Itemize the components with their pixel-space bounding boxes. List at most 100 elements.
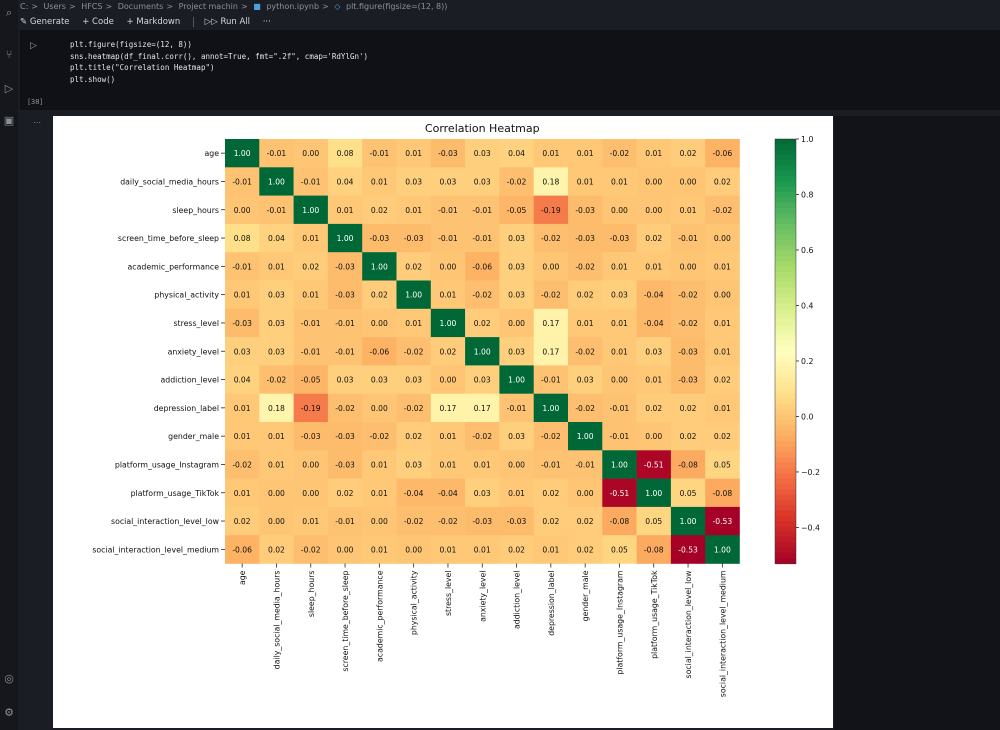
more-actions-button[interactable]: ··· [262,17,271,27]
heatmap-cell [533,223,569,253]
heatmap-cell [430,223,466,253]
colorbar-tick-label: 1.0 [801,135,813,144]
breadcrumb-item[interactable]: python.ipynb [266,2,320,11]
heatmap-cell [499,478,534,508]
breadcrumb-item[interactable]: Documents [117,2,164,11]
heatmap-cell [499,195,534,225]
cell-annotation: 0.03 [405,460,422,469]
cell-annotation: 0.03 [508,234,525,243]
cell-annotation: -0.01 [335,347,355,356]
colorbar-segment [775,351,796,358]
breadcrumb-item[interactable]: HFCS [81,2,103,11]
heatmap-cell [636,422,672,451]
run-cell-icon[interactable]: ▷ [30,41,37,51]
colorbar-segment [775,192,796,198]
cell-annotation: -0.01 [335,319,355,328]
extensions-icon[interactable]: ▣ [3,114,15,127]
cell-annotation: 0.05 [611,545,628,554]
cell-annotation: 0.17 [542,319,559,328]
heatmap-cell [362,167,397,196]
cell-annotation: -0.08 [644,545,664,554]
add-code-button[interactable]: + Code [82,17,114,27]
heatmap-cell [670,393,706,423]
colorbar-segment [775,276,796,283]
output-menu-icon[interactable]: ⋯ [33,118,41,127]
breadcrumb-item[interactable]: Project machin [178,2,238,11]
heatmap-cell [259,195,294,225]
cell-annotation: -0.03 [678,347,698,356]
cell-annotation: 0.03 [268,319,285,328]
cell-annotation: 0.03 [577,376,594,385]
breadcrumb-item[interactable]: plt.figure(figsize=(12, 8)) [346,2,448,11]
cell-annotation: 0.01 [714,319,731,328]
cell-annotation: 1.00 [405,291,422,300]
cell-annotation: -0.03 [472,517,492,526]
breadcrumb: C: > Users > HFCS > Documents > Project mach… [20,2,448,11]
breadcrumb-item[interactable]: Users [43,2,66,11]
sparkle-icon: ✎ [20,17,30,27]
colorbar-segment [775,197,796,204]
search-icon[interactable]: ⌕ [5,6,13,19]
heatmap-cell [533,450,569,479]
heatmap-cell [259,535,294,564]
colorbar-segment [775,425,796,432]
cell-annotation: -0.02 [404,517,424,526]
heatmap-cell [670,280,706,310]
y-tick-label: addiction_level [160,376,219,385]
output-background [834,116,1000,730]
heatmap-cell [225,450,260,479]
cell-annotation: 0.02 [645,404,662,413]
cell-annotation: 0.02 [680,404,697,413]
cell-annotation: 0.00 [680,262,697,271]
colorbar-segment [775,186,796,193]
colorbar-segment [775,452,796,458]
cell-annotation: 0.00 [268,517,285,526]
colorbar-segment [775,144,796,151]
heatmap-cell [362,506,397,536]
heatmap-cell [568,422,603,451]
heatmap-cell [225,280,260,310]
code-editor[interactable]: plt.figure(figsize=(12, 8)) sns.heatmap(d… [70,39,368,85]
cell-annotation: 0.01 [542,545,559,554]
heatmap-cell [327,422,363,451]
cell-annotation: -0.03 [335,291,355,300]
colorbar-segment [775,287,796,294]
cell-annotation: 1.00 [439,319,456,328]
breadcrumb-item[interactable]: C: [20,2,29,11]
run-debug-icon[interactable]: ▷ [4,82,14,95]
cell-annotation: 0.00 [371,404,388,413]
colorbar-segment [775,282,796,289]
source-control-icon[interactable]: ⑂ [5,48,13,61]
cell-annotation: 0.02 [714,432,731,441]
cell-annotation: -0.03 [678,376,698,385]
heatmap-cell [602,252,637,281]
colorbar-segment [775,229,796,236]
colorbar-segment [775,271,796,278]
heatmap-cell [465,167,500,196]
cell-annotation: 0.02 [577,517,594,526]
settings-gear-icon[interactable]: ⚙ [4,706,14,719]
generate-button[interactable]: ✎ Generate [20,14,70,30]
run-all-button[interactable]: ▷▷ Run All [205,14,250,30]
cell-annotation: -0.02 [404,404,424,413]
heatmap-cell [362,139,397,168]
account-icon[interactable]: ◎ [4,672,14,685]
heatmap-cell [225,308,260,338]
cell-annotation: -0.02 [575,262,595,271]
cell-annotation: -0.03 [507,517,527,526]
cell-annotation: -0.02 [507,177,527,186]
heatmap-cell [602,393,637,423]
cell-annotation: 0.01 [268,460,285,469]
add-markdown-button[interactable]: + Markdown [126,17,181,27]
y-tick-label: age [204,149,219,158]
cell-annotation: -0.02 [301,545,321,554]
colorbar-segment [775,223,796,230]
code-cell[interactable] [20,30,1000,110]
cell-annotation: 0.01 [439,291,456,300]
heatmap-cell [533,280,569,310]
heatmap-cell [259,478,294,508]
heatmap-cell [636,223,672,253]
colorbar-segment [775,245,796,252]
cell-annotation: 1.00 [714,545,731,554]
cell-annotation: 0.01 [371,545,388,554]
